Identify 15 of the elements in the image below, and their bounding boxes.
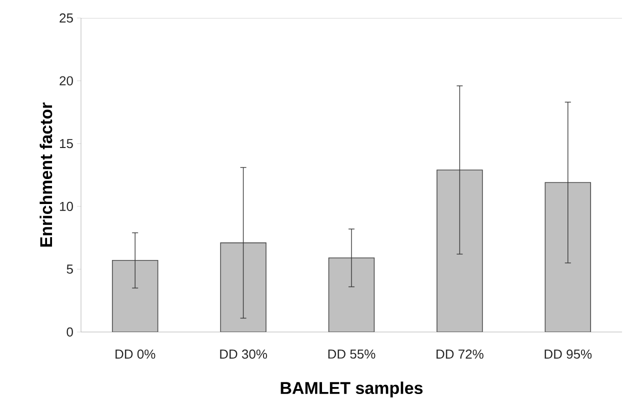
y-tick-label: 20 [60,76,73,86]
bar [112,260,158,332]
y-tick-label: 10 [60,202,73,211]
y-tick-label: 5 [66,264,73,274]
y-tick-label: 0 [66,327,73,337]
x-tick-label: DD 72% [436,350,484,359]
y-tick-label: 15 [60,139,73,148]
x-tick-label: DD 0% [116,350,156,359]
x-tick-label: DD 30% [220,350,268,359]
y-tick-label: 25 [60,13,73,23]
x-tick-label: DD 95% [544,350,592,359]
x-axis-title: BAMLET samples [280,382,423,398]
bar [328,258,375,332]
x-tick-label: DD 55% [328,350,376,359]
y-axis-title: Enrichment factor [40,102,52,247]
